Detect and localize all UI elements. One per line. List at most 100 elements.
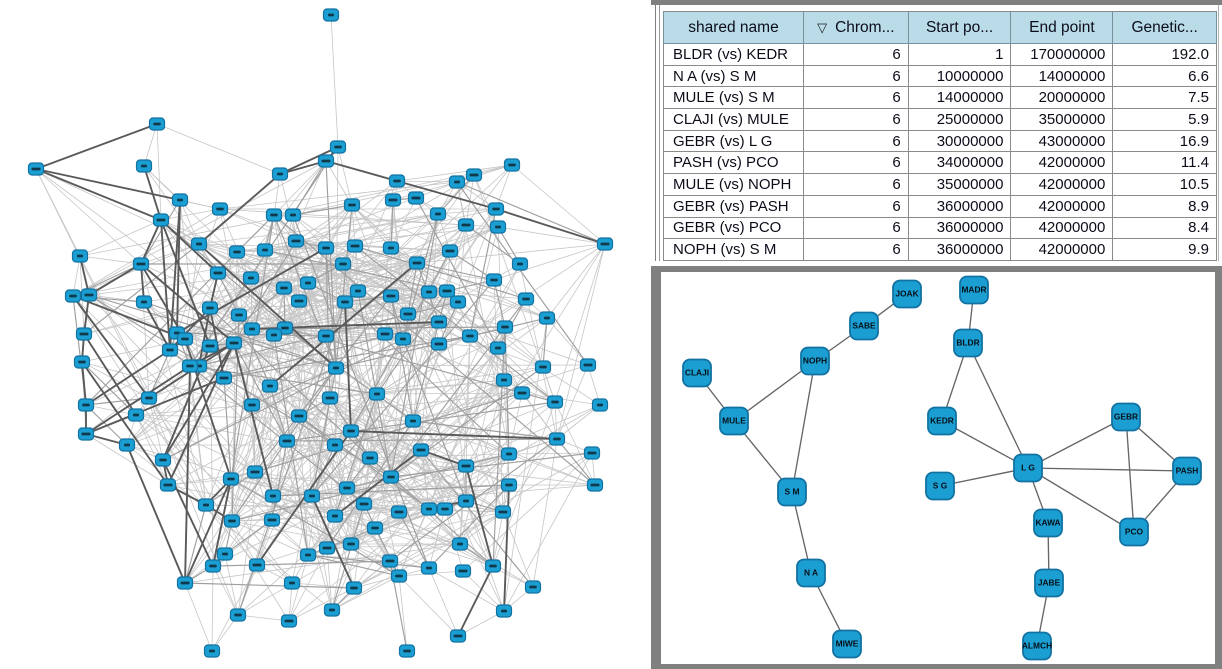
network-node[interactable] — [248, 558, 266, 572]
network-node[interactable] — [181, 359, 199, 373]
network-node[interactable] — [342, 424, 360, 438]
network-node[interactable] — [326, 509, 344, 523]
table-cell[interactable]: 25000000 — [907, 108, 1012, 131]
network-node[interactable] — [361, 451, 379, 465]
network-node[interactable] — [381, 554, 399, 568]
sub-network-node-claji[interactable]: CLAJI — [682, 358, 712, 388]
table-cell[interactable]: 192.0 — [1112, 43, 1217, 66]
sub-network-node-kedr[interactable]: KEDR — [927, 406, 957, 436]
network-view-canvas[interactable] — [0, 0, 655, 669]
network-node[interactable] — [484, 559, 502, 573]
table-cell[interactable]: GEBR (vs) L G — [663, 129, 804, 153]
sub-network-node-sm[interactable]: S M — [777, 477, 807, 507]
network-node[interactable] — [430, 337, 448, 351]
table-cell[interactable]: 6 — [802, 108, 909, 131]
table-cell[interactable]: 14000000 — [1010, 64, 1114, 88]
network-node[interactable] — [201, 339, 219, 353]
network-node[interactable] — [579, 358, 597, 372]
network-node[interactable] — [382, 241, 400, 255]
network-node[interactable] — [161, 343, 179, 357]
network-node[interactable] — [534, 360, 552, 374]
table-cell[interactable]: GEBR (vs) PCO — [663, 216, 804, 240]
network-node[interactable] — [349, 284, 367, 298]
network-node[interactable] — [388, 174, 406, 188]
network-node[interactable] — [216, 547, 234, 561]
network-node[interactable] — [317, 241, 335, 255]
network-node[interactable] — [321, 391, 339, 405]
network-node[interactable] — [412, 443, 430, 457]
network-node[interactable] — [73, 355, 91, 369]
table-cell[interactable]: 9.9 — [1112, 238, 1217, 261]
network-node[interactable] — [489, 341, 507, 355]
table-row[interactable]: MULE (vs) S M 6 14000000 20000000 7.5 — [663, 86, 1217, 110]
table-cell[interactable]: 34000000 — [907, 151, 1012, 175]
network-node[interactable] — [355, 497, 373, 511]
network-node[interactable] — [275, 281, 293, 295]
network-node[interactable] — [394, 332, 412, 346]
table-cell[interactable]: 6 — [802, 151, 909, 175]
network-node[interactable] — [390, 505, 408, 519]
table-row[interactable]: N A (vs) S M 6 10000000 14000000 6.6 — [663, 64, 1217, 88]
network-node[interactable] — [548, 432, 566, 446]
sub-network-node-na[interactable]: N A — [796, 558, 826, 588]
network-node[interactable] — [495, 373, 513, 387]
network-node[interactable] — [368, 387, 386, 401]
network-node[interactable] — [500, 447, 518, 461]
network-node[interactable] — [513, 386, 531, 400]
network-node[interactable] — [399, 307, 417, 321]
table-cell[interactable]: NOPH (vs) S M — [663, 238, 804, 261]
network-node[interactable] — [390, 569, 408, 583]
network-node[interactable] — [154, 453, 172, 467]
table-cell[interactable]: CLAJI (vs) MULE — [663, 108, 804, 131]
network-node[interactable] — [265, 208, 283, 222]
sub-network-node-pco[interactable]: PCO — [1119, 517, 1149, 547]
column-header-endpoint[interactable]: End point — [1010, 11, 1114, 44]
network-node[interactable] — [457, 494, 475, 508]
network-node[interactable] — [148, 117, 166, 131]
table-cell[interactable]: 8.4 — [1112, 216, 1217, 240]
network-node[interactable] — [376, 327, 394, 341]
table-cell[interactable]: 30000000 — [907, 129, 1012, 153]
column-header-chrom[interactable]: ▽ Chrom... — [802, 11, 909, 44]
sub-network-node-sg[interactable]: S G — [925, 471, 955, 501]
network-node[interactable] — [176, 332, 194, 346]
network-node[interactable] — [495, 604, 513, 618]
network-node[interactable] — [118, 438, 136, 452]
table-cell[interactable]: BLDR (vs) KEDR — [663, 43, 804, 66]
network-node[interactable] — [222, 472, 240, 486]
network-node[interactable] — [228, 245, 246, 259]
network-node[interactable] — [229, 608, 247, 622]
network-node[interactable] — [485, 273, 503, 287]
network-node[interactable] — [265, 328, 283, 342]
network-node[interactable] — [263, 513, 281, 527]
table-cell[interactable]: 14000000 — [907, 86, 1012, 110]
sub-network-node-miwe[interactable]: MIWE — [832, 629, 862, 659]
network-node[interactable] — [342, 537, 360, 551]
network-node[interactable] — [591, 398, 609, 412]
table-cell[interactable]: 42000000 — [1010, 151, 1114, 175]
network-node[interactable] — [465, 168, 483, 182]
table-row[interactable]: NOPH (vs) S M 6 36000000 42000000 9.9 — [663, 238, 1217, 261]
network-node[interactable] — [441, 244, 459, 258]
network-node[interactable] — [346, 239, 364, 253]
network-node[interactable] — [243, 322, 261, 336]
network-node[interactable] — [438, 284, 456, 298]
network-node[interactable] — [487, 202, 505, 216]
network-node[interactable] — [290, 294, 308, 308]
network-node[interactable] — [511, 257, 529, 271]
network-node[interactable] — [461, 329, 479, 343]
network-node[interactable] — [317, 329, 335, 343]
table-cell[interactable]: 36000000 — [907, 238, 1012, 261]
network-node[interactable] — [211, 202, 229, 216]
network-node[interactable] — [261, 379, 279, 393]
network-node[interactable] — [204, 559, 222, 573]
table-cell[interactable]: 10.5 — [1112, 173, 1217, 196]
sub-network-node-madr[interactable]: MADR — [959, 275, 989, 305]
network-node[interactable] — [290, 409, 308, 423]
network-node[interactable] — [280, 614, 298, 628]
table-row[interactable]: PASH (vs) PCO 6 34000000 42000000 11.4 — [663, 151, 1217, 175]
table-row[interactable]: MULE (vs) NOPH 6 35000000 42000000 10.5 — [663, 173, 1217, 196]
network-node[interactable] — [449, 295, 467, 309]
network-node[interactable] — [457, 218, 475, 232]
network-node[interactable] — [197, 498, 215, 512]
